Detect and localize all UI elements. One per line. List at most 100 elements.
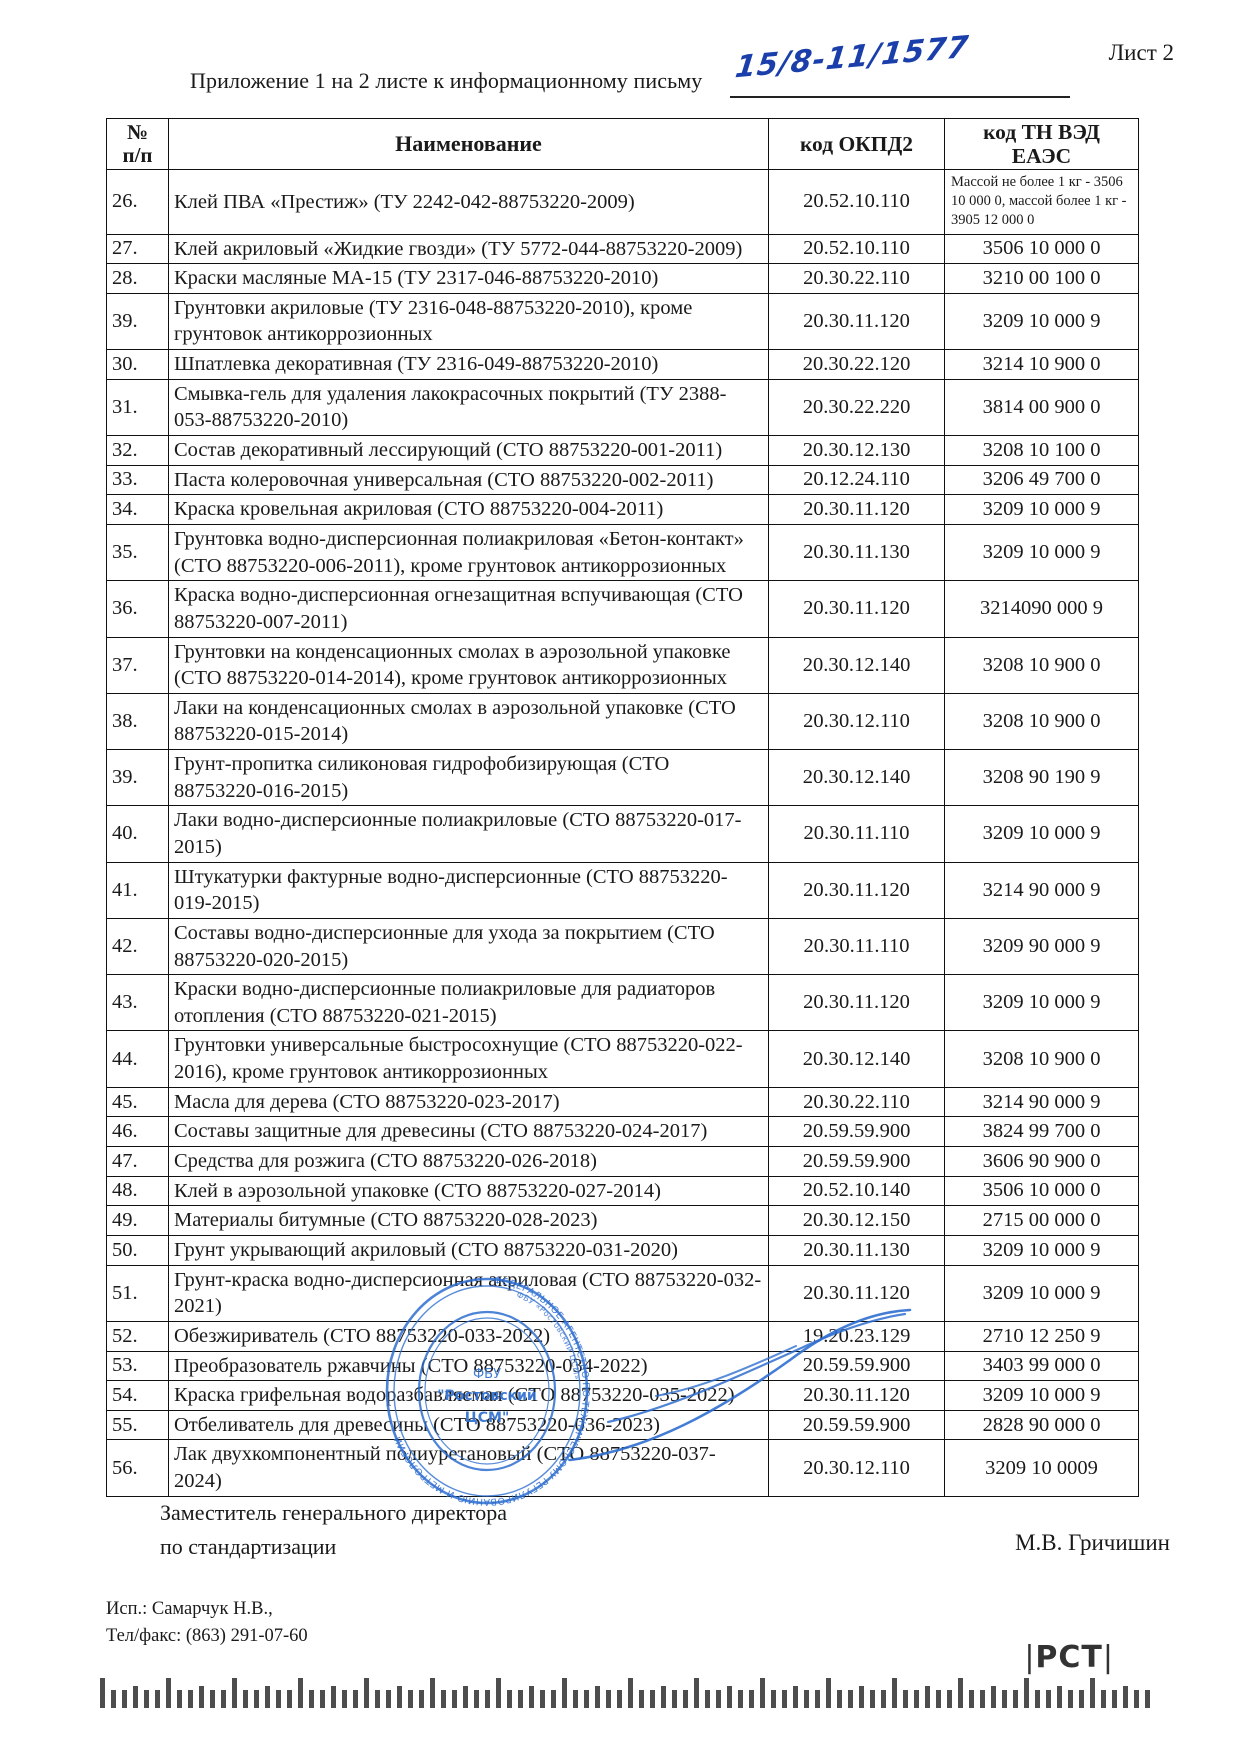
row-tnved-code: 3209 10 000 9	[944, 1234, 1139, 1266]
row-okpd2-code: 20.30.11.110	[768, 805, 945, 863]
barcode-bar	[694, 1678, 699, 1708]
product-registry-table: № п/п Наименование код ОКПД2 код ТН ВЭД …	[106, 117, 1139, 1497]
row-tnved-code: 3506 10 000 0	[944, 233, 1139, 265]
row-okpd2-code: 20.30.11.120	[768, 580, 945, 638]
barcode-bar	[1134, 1690, 1139, 1708]
row-number: 55.	[106, 1409, 169, 1441]
barcode-bar	[958, 1678, 963, 1708]
table-row: 38. Лаки на конденсационных смолах в аэро…	[106, 692, 1139, 751]
row-number: 47.	[106, 1146, 169, 1177]
barcode-bar	[1079, 1690, 1084, 1708]
barcode-bar	[980, 1690, 985, 1708]
table-row: 45. Масла для дерева (СТО 88753220-023-20…	[106, 1086, 1139, 1118]
row-number: 36.	[106, 580, 169, 638]
barcode-bar	[606, 1690, 611, 1708]
barcode-bar	[199, 1686, 204, 1708]
row-okpd2-code: 20.30.11.130	[768, 1234, 945, 1266]
barcode-bar	[243, 1690, 248, 1708]
table-header: № п/п Наименование код ОКПД2 код ТН ВЭД …	[106, 117, 1139, 171]
barcode-bar	[419, 1690, 424, 1708]
signature-rule	[730, 96, 1070, 98]
row-product-name: Обезжириватель (СТО 88753220-033-2022)	[168, 1320, 769, 1352]
barcode-bar	[364, 1678, 369, 1708]
barcode-bar	[925, 1686, 930, 1708]
table-row: 32. Состав декоративный лессирующий (СТО …	[106, 435, 1139, 466]
row-okpd2-code: 20.30.12.140	[768, 636, 945, 694]
row-number: 40.	[106, 805, 169, 863]
barcode-bar	[1090, 1678, 1095, 1708]
barcode-bar	[991, 1686, 996, 1708]
barcode-bar	[892, 1678, 897, 1708]
barcode-bar	[463, 1686, 468, 1708]
table-row: 43. Краски водно-дисперсионные полиакрило…	[106, 974, 1139, 1032]
appendix-text: Приложение 1 на 2 листе к информационном…	[190, 68, 703, 93]
row-number: 34.	[106, 494, 169, 525]
barcode-bar	[111, 1690, 116, 1708]
barcode-bar	[188, 1690, 193, 1708]
barcode-bar	[881, 1690, 886, 1708]
barcode-bar	[430, 1678, 435, 1708]
row-number: 53.	[106, 1350, 169, 1382]
row-product-name: Грунтовки универсальные быстросохнущие (…	[168, 1030, 769, 1088]
row-number: 30.	[106, 349, 169, 380]
barcode-bar	[639, 1690, 644, 1708]
row-okpd2-code: 20.30.11.120	[768, 494, 945, 525]
row-number: 44.	[106, 1030, 169, 1088]
row-okpd2-code: 20.30.22.110	[768, 263, 945, 294]
rst-certification-mark: |РСТ|	[1024, 1640, 1114, 1675]
table-row: 35. Грунтовка водно-дисперсионная полиакр…	[106, 523, 1139, 582]
row-product-name: Грунтовка водно-дисперсионная полиакрило…	[168, 523, 769, 582]
column-header-tnved: код ТН ВЭД ЕАЭС	[944, 117, 1139, 171]
table-body: 26. Клей ПВА «Престиж» (ТУ 2242-042-88753…	[106, 169, 1139, 1497]
row-number: 45.	[106, 1086, 169, 1118]
barcode-bar	[837, 1690, 842, 1708]
barcode-bar	[287, 1690, 292, 1708]
row-number: 39.	[106, 292, 169, 351]
row-tnved-code: 3210 00 100 0	[944, 263, 1139, 294]
row-okpd2-code: 20.30.11.120	[768, 1380, 945, 1411]
row-number: 27.	[106, 233, 169, 265]
barcode-bar	[1068, 1690, 1073, 1708]
barcode-bar	[859, 1686, 864, 1708]
row-tnved-code: 3209 90 000 9	[944, 917, 1139, 976]
barcode-bar	[617, 1690, 622, 1708]
row-number: 31.	[106, 378, 169, 437]
row-okpd2-code: 20.30.11.110	[768, 917, 945, 976]
row-tnved-code: 3814 00 900 0	[944, 378, 1139, 437]
table-row: 48. Клей в аэрозольной упаковке (СТО 8875…	[106, 1175, 1139, 1207]
barcode-bar	[232, 1678, 237, 1708]
barcode-bar	[683, 1690, 688, 1708]
appendix-line: Приложение 1 на 2 листе к информационном…	[190, 30, 1090, 108]
barcode-bar	[265, 1686, 270, 1708]
barcode-bar	[595, 1686, 600, 1708]
performer-block: Исп.: Самарчук Н.В., Тел/факс: (863) 291…	[106, 1596, 308, 1651]
row-okpd2-code: 20.30.11.120	[768, 1264, 945, 1322]
row-tnved-code: 3209 10 000 9	[944, 494, 1139, 525]
barcode-bar	[386, 1690, 391, 1708]
barcode-bar	[661, 1686, 666, 1708]
row-product-name: Материалы битумные (СТО 88753220-028-202…	[168, 1205, 769, 1236]
row-number: 33.	[106, 464, 169, 496]
barcode-bar	[969, 1690, 974, 1708]
barcode-bar	[1024, 1678, 1029, 1708]
table-row: 51. Грунт-краска водно-дисперсионная акри…	[106, 1264, 1139, 1322]
table-row: 40. Лаки водно-дисперсионные полиакриловы…	[106, 805, 1139, 863]
barcode-bar	[562, 1678, 567, 1708]
row-product-name: Клей ПВА «Престиж» (ТУ 2242-042-88753220…	[168, 169, 769, 235]
row-okpd2-code: 20.59.59.900	[768, 1116, 945, 1148]
barcode-bar	[276, 1690, 281, 1708]
rst-bar-left: |	[1024, 1640, 1036, 1675]
barcode-bar	[1145, 1690, 1150, 1708]
row-okpd2-code: 19.20.23.129	[768, 1320, 945, 1352]
table-row: 44. Грунтовки универсальные быстросохнущи…	[106, 1030, 1139, 1088]
row-tnved-code: 3209 10 0009	[944, 1439, 1139, 1497]
table-row: 54. Краска грифельная водоразбавляемая (С…	[106, 1380, 1139, 1411]
table-row: 26. Клей ПВА «Престиж» (ТУ 2242-042-88753…	[106, 169, 1139, 235]
table-row: 39. Грунтовки акриловые (ТУ 2316-048-8875…	[106, 292, 1139, 351]
performer-phone: Тел/факс: (863) 291-07-60	[106, 1626, 308, 1647]
row-number: 28.	[106, 263, 169, 294]
barcode-bar	[628, 1678, 633, 1708]
column-header-number-line1: №	[126, 119, 149, 144]
row-product-name: Лаки водно-дисперсионные полиакриловые (…	[168, 805, 769, 863]
row-product-name: Клей акриловый «Жидкие гвозди» (ТУ 5772-…	[168, 233, 769, 265]
